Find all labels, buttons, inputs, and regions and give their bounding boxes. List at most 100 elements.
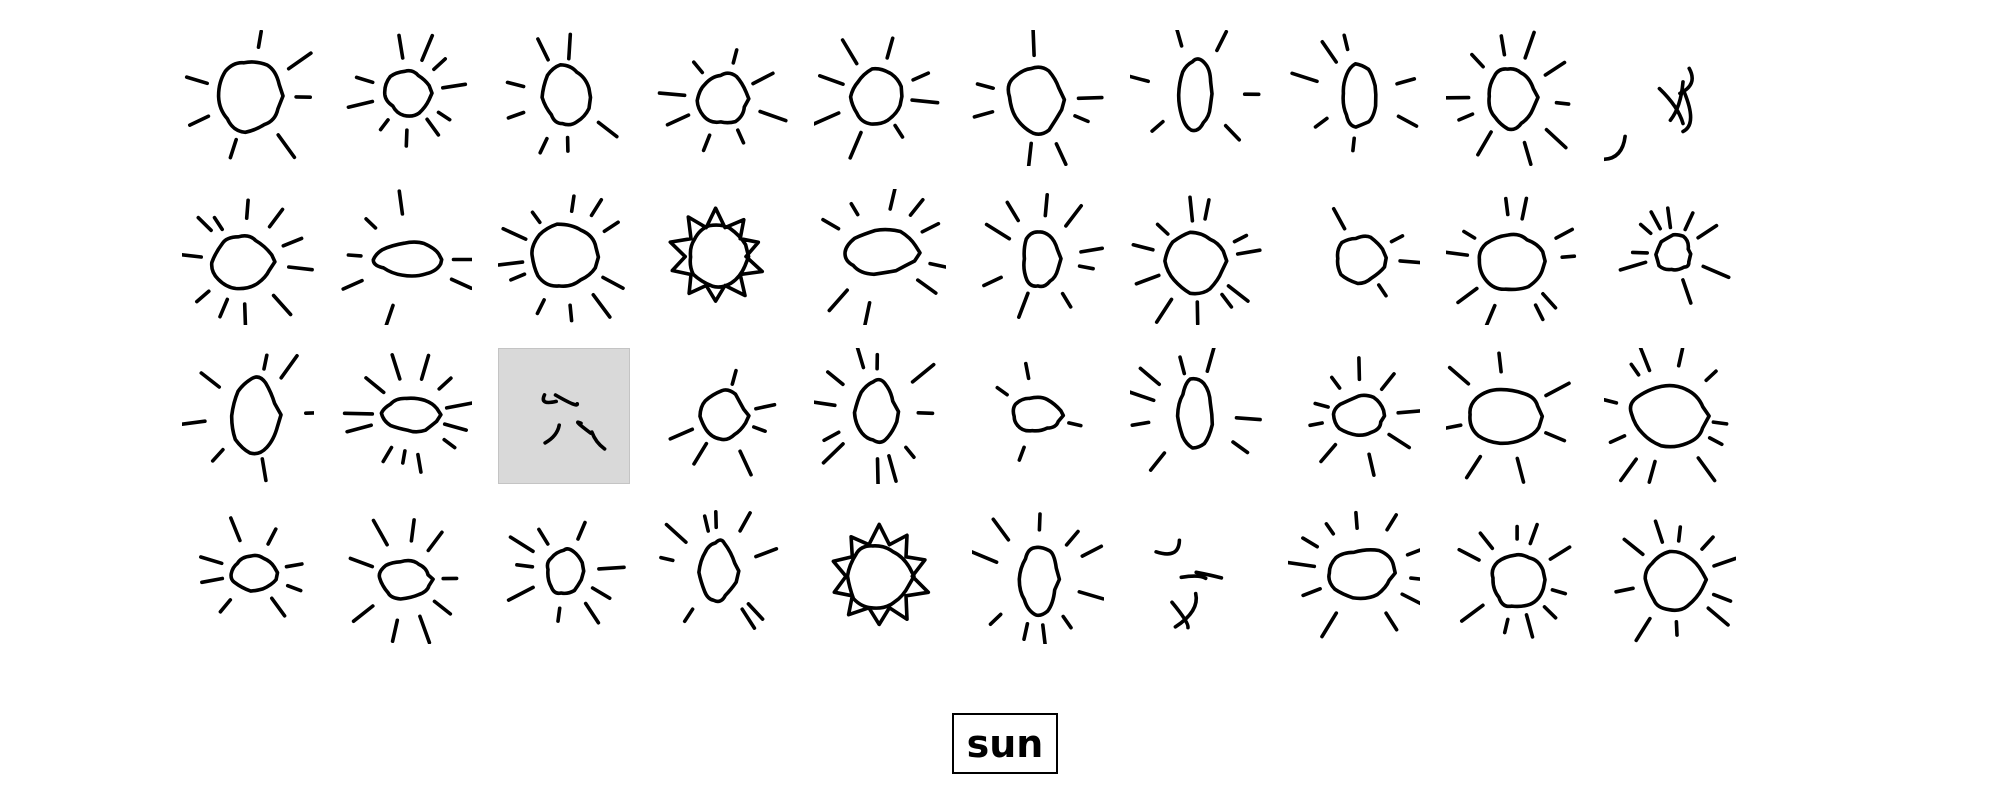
- sketch-thumbnail[interactable]: [498, 189, 630, 325]
- sketch-thumbnail[interactable]: [182, 508, 314, 644]
- sketch-thumbnail[interactable]: [1604, 348, 1736, 484]
- sketch-thumbnail[interactable]: [340, 508, 472, 644]
- sketch-thumbnail[interactable]: [972, 508, 1104, 644]
- sketch-thumbnail[interactable]: [1604, 30, 1736, 166]
- category-label: sun: [952, 713, 1058, 774]
- category-label-text: sun: [966, 721, 1044, 766]
- sketch-thumbnail[interactable]: [1446, 189, 1578, 325]
- sun-sketch-icon: [831, 522, 931, 627]
- sketch-stroke: [182, 198, 314, 325]
- sketch-thumbnail[interactable]: [1604, 508, 1736, 644]
- sketch-stroke: [182, 353, 314, 483]
- sketch-stroke: [1604, 66, 1694, 162]
- sketch-stroke: [995, 361, 1083, 462]
- sketch-thumbnail[interactable]: [1446, 30, 1578, 166]
- sketch-stroke: [1618, 206, 1731, 305]
- sketch-thumbnail[interactable]: [340, 348, 472, 484]
- sketch-thumbnail[interactable]: [1288, 189, 1420, 325]
- sun-sketch-icon: [182, 353, 314, 483]
- sketch-stroke: [498, 194, 625, 323]
- sketch-stroke: [1308, 356, 1420, 477]
- sketch-thumbnail[interactable]: [656, 508, 788, 644]
- sketch-stroke: [1130, 30, 1261, 142]
- sketch-thumbnail[interactable]: [1288, 348, 1420, 484]
- sketch-stroke: [184, 30, 313, 160]
- sun-sketch-icon: [1154, 538, 1224, 630]
- sketch-thumbnail[interactable]: [814, 508, 946, 644]
- sketch-stroke: [1130, 348, 1262, 472]
- sketch-thumbnail[interactable]: [1130, 508, 1262, 644]
- sketch-stroke: [972, 30, 1104, 166]
- sun-sketch-icon: [505, 32, 619, 155]
- sketch-thumbnail[interactable]: [814, 30, 946, 166]
- sketch-thumbnail[interactable]: [1130, 348, 1262, 484]
- sun-sketch-icon: [1130, 30, 1261, 142]
- sketch-stroke: [1331, 207, 1420, 298]
- sketch-stroke: [972, 512, 1104, 644]
- sketch-thumbnail[interactable]: [656, 189, 788, 325]
- sketch-thumbnail[interactable]: [972, 348, 1104, 484]
- sketch-stroke: [346, 33, 468, 148]
- sketch-stroke: [814, 348, 936, 484]
- sun-sketch-icon: [972, 30, 1104, 166]
- sun-sketch-icon: [348, 518, 459, 644]
- sketch-thumbnail[interactable]: [972, 30, 1104, 166]
- sketch-stroke: [1457, 522, 1572, 639]
- sun-sketch-icon: [1130, 348, 1262, 472]
- sketch-thumbnail[interactable]: [1288, 30, 1420, 166]
- sun-sketch-icon: [972, 512, 1104, 644]
- sun-sketch-icon: [1457, 522, 1572, 639]
- sketch-thumbnail[interactable]: [182, 348, 314, 484]
- sun-sketch-icon: [541, 393, 607, 451]
- sun-sketch-icon: [1614, 519, 1736, 643]
- sketch-thumbnail[interactable]: [498, 30, 630, 166]
- sketch-stroke: [1131, 195, 1262, 325]
- sketch-thumbnail[interactable]: [1130, 30, 1262, 166]
- sketch-stroke: [814, 36, 940, 160]
- sketch-thumbnail[interactable]: [1446, 348, 1578, 484]
- sketch-thumbnail[interactable]: [498, 508, 630, 644]
- sketch-stroke: [1446, 351, 1571, 484]
- sketch-thumbnail[interactable]: [340, 30, 472, 166]
- sketch-stroke: [821, 189, 946, 325]
- sketch-thumbnail[interactable]: [656, 348, 788, 484]
- sketch-thumbnail[interactable]: [498, 348, 630, 484]
- sun-sketch-icon: [506, 520, 626, 625]
- sketch-stroke: [1614, 519, 1736, 643]
- sketch-stroke: [668, 368, 777, 477]
- sketch-thumbnail[interactable]: [1288, 508, 1420, 644]
- sketch-stroke: [1604, 348, 1729, 484]
- sun-sketch-icon: [982, 193, 1104, 319]
- sketch-thumbnail[interactable]: [340, 189, 472, 325]
- sun-sketch-icon: [1604, 348, 1729, 484]
- sun-sketch-icon: [498, 194, 625, 323]
- sketch-stroke: [1446, 196, 1577, 325]
- sun-sketch-icon: [1604, 66, 1694, 162]
- sketch-thumbnail[interactable]: [182, 30, 314, 166]
- sketch-thumbnail[interactable]: [1446, 508, 1578, 644]
- sketch-thumbnail[interactable]: [656, 30, 788, 166]
- sketch-stroke: [1446, 30, 1571, 166]
- sun-sketch-icon: [1446, 351, 1571, 484]
- sun-sketch-icon: [1331, 207, 1420, 298]
- sketch-thumbnail[interactable]: [814, 189, 946, 325]
- sun-sketch-icon: [184, 30, 313, 160]
- sun-sketch-icon: [814, 36, 940, 160]
- sketch-stroke: [199, 516, 304, 618]
- sun-sketch-icon: [668, 368, 777, 477]
- sketch-stroke: [541, 393, 607, 451]
- sun-sketch-icon: [1288, 510, 1420, 639]
- sketch-thumbnail[interactable]: [1130, 189, 1262, 325]
- sketch-thumbnail[interactable]: [182, 189, 314, 325]
- sun-sketch-icon: [995, 361, 1083, 462]
- sketch-thumbnail[interactable]: [1604, 189, 1736, 325]
- sketch-stroke: [668, 206, 764, 303]
- sketch-stroke: [1290, 33, 1419, 153]
- sun-sketch-icon: [659, 510, 779, 630]
- sun-sketch-icon: [1131, 195, 1262, 325]
- sketch-thumbnail[interactable]: [972, 189, 1104, 325]
- sun-sketch-icon: [182, 198, 314, 325]
- sketch-thumbnail[interactable]: [814, 348, 946, 484]
- sketch-stroke: [505, 32, 619, 155]
- sun-sketch-icon: [199, 516, 304, 618]
